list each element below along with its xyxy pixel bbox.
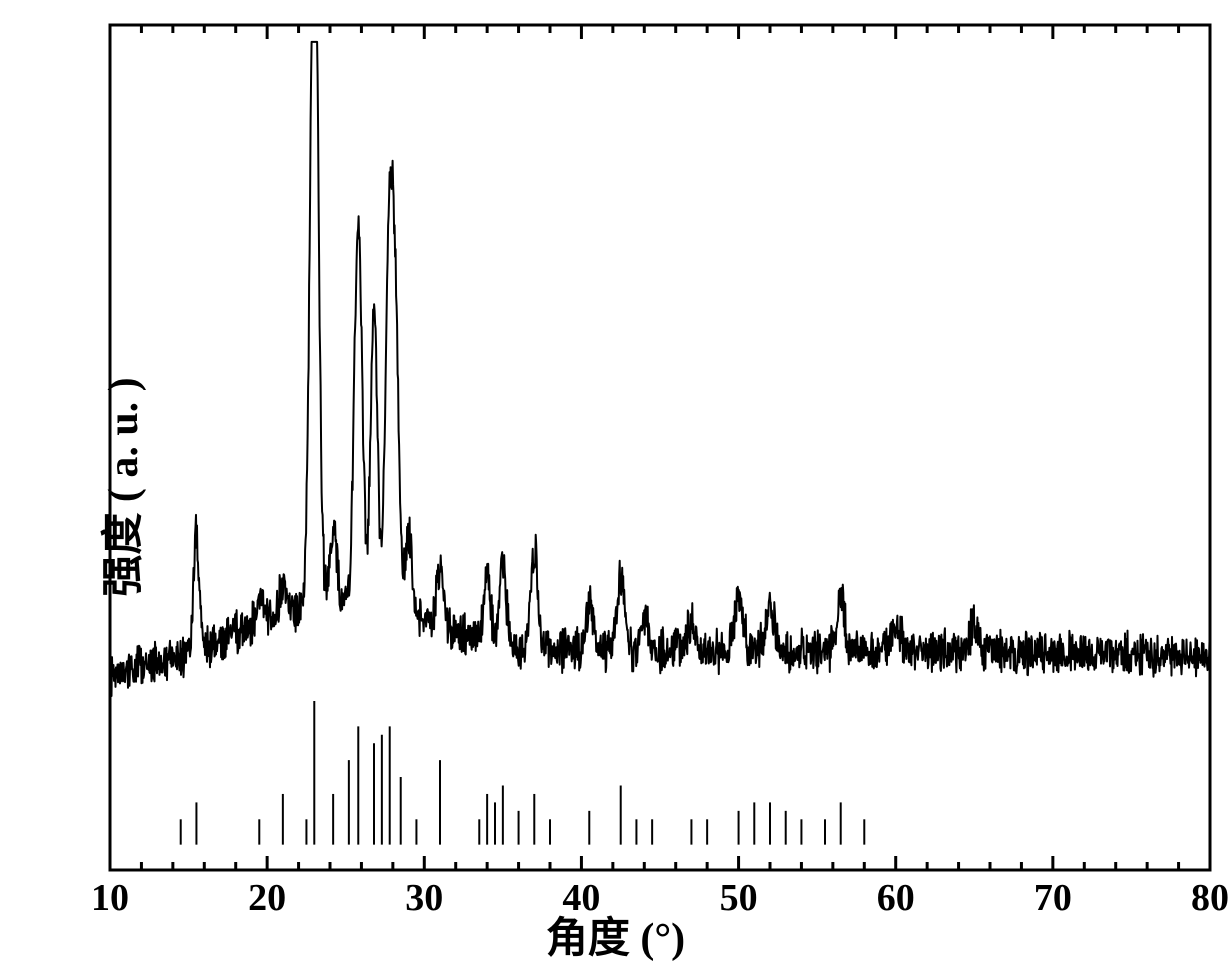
x-tick-label: 70 <box>1034 876 1072 920</box>
xrd-chart: 强度 ( a. u. ) 角度 (°) 1020304050607080 <box>0 0 1231 973</box>
x-tick-label: 50 <box>720 876 758 920</box>
x-tick-label: 10 <box>91 876 129 920</box>
x-tick-label: 40 <box>562 876 600 920</box>
x-tick-label: 80 <box>1191 876 1229 920</box>
y-axis-label: 强度 ( a. u. ) <box>89 377 150 596</box>
x-tick-label: 20 <box>248 876 286 920</box>
x-tick-label: 60 <box>877 876 915 920</box>
chart-canvas <box>0 0 1231 973</box>
x-tick-label: 30 <box>405 876 443 920</box>
